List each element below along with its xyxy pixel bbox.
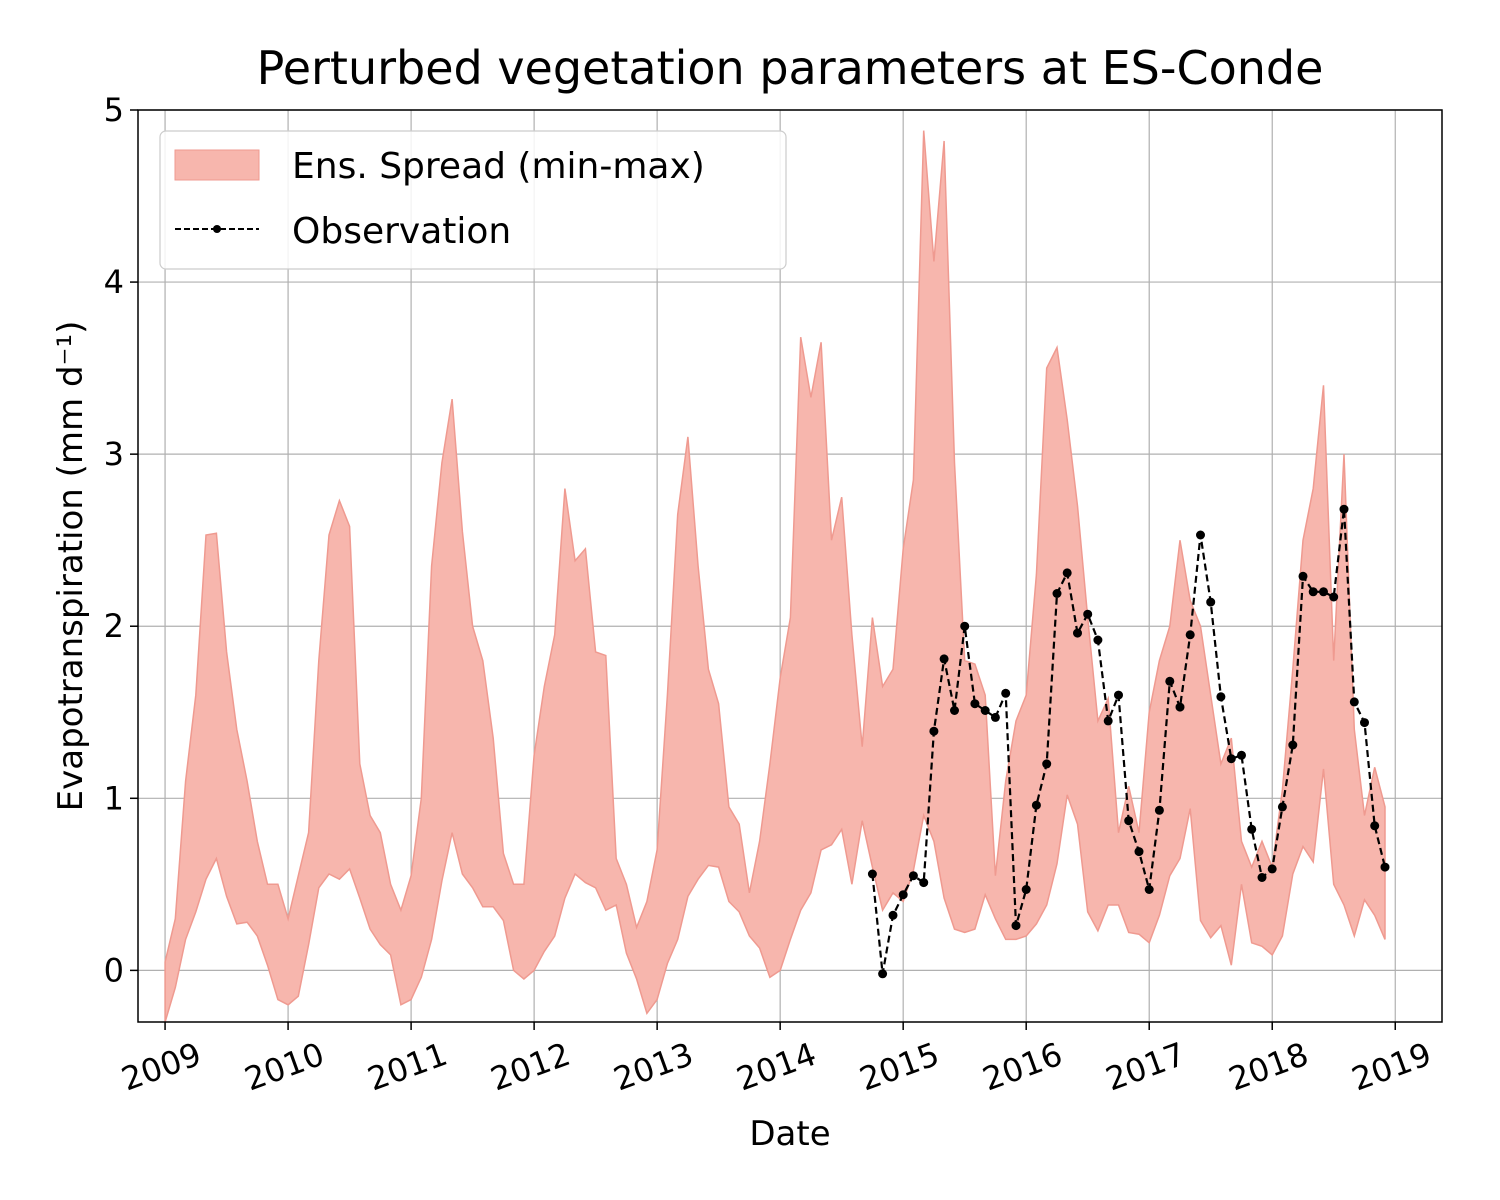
y-tick-label: 5 (104, 91, 124, 129)
y-tick-label: 3 (104, 435, 124, 473)
observation-point (1206, 597, 1216, 607)
observation-point (1103, 716, 1113, 726)
observation-point (1124, 816, 1134, 826)
x-axis: 2009 2010 2011 2012 2013 2014 2015 2016 2017 2018… (117, 1022, 1437, 1099)
observation-point (929, 726, 939, 736)
observation-point (1298, 571, 1308, 581)
observation-point (1308, 587, 1318, 597)
observation-point (980, 706, 990, 715)
x-tick-label: 2012 (486, 1035, 576, 1099)
observation-point (1329, 592, 1339, 602)
observation-point (1185, 630, 1195, 640)
observation-point (1134, 847, 1144, 857)
x-tick-label: 2013 (609, 1035, 699, 1099)
observation-point (1031, 800, 1041, 810)
band-layer (164, 130, 1386, 1023)
observation-point (1093, 635, 1103, 645)
observation-layer (867, 504, 1390, 979)
observation-point (1216, 692, 1226, 702)
x-tick-label: 2009 (117, 1035, 207, 1099)
x-tick-label: 2018 (1224, 1035, 1314, 1099)
legend-label-observation: Observation (292, 211, 511, 252)
observation-point (1267, 864, 1277, 874)
observation-point (1288, 740, 1298, 750)
x-tick-label: 2015 (855, 1035, 945, 1099)
y-axis-label: Evapotranspiration (mm d⁻¹) (51, 321, 91, 812)
legend-label-band: Ens. Spread (min-max) (292, 146, 705, 187)
observation-point (1021, 885, 1031, 894)
observation-point (950, 706, 959, 715)
observation-point (1277, 802, 1287, 812)
observation-point (1154, 805, 1164, 815)
observation-point (888, 910, 898, 920)
observation-point (919, 878, 929, 888)
legend-box (159, 130, 787, 270)
legend: Ens. Spread (min-max) Observation (159, 130, 787, 270)
y-tick-label: 1 (104, 779, 124, 817)
observation-point (1042, 759, 1052, 769)
plot-frame (137, 109, 1443, 1023)
observation-point (1073, 628, 1082, 638)
observation-point (1319, 587, 1328, 597)
observation-point (1370, 821, 1380, 831)
observation-point (1349, 697, 1359, 707)
x-tick-label: 2010 (240, 1035, 330, 1099)
observation-point (1011, 921, 1021, 931)
observation-point (1360, 718, 1369, 728)
observation-point (990, 712, 1000, 722)
observation-point (939, 654, 949, 664)
x-tick-label: 2016 (978, 1035, 1068, 1099)
observation-point (878, 969, 888, 979)
legend-swatch-observation-marker (213, 225, 221, 233)
observation-point (1257, 873, 1267, 882)
observation-point (1196, 530, 1205, 540)
legend-swatch-band (174, 149, 260, 181)
y-tick-label: 2 (104, 607, 124, 645)
observation-point (970, 699, 980, 709)
x-tick-label: 2014 (732, 1035, 822, 1099)
observation-point (1339, 504, 1349, 514)
observation-point (1165, 676, 1175, 686)
observation-point (1237, 750, 1246, 760)
ensemble-spread-band (164, 130, 1386, 1023)
y-tick-label: 0 (104, 951, 124, 989)
observation-point (1052, 589, 1062, 598)
y-tick-label: 4 (104, 263, 124, 301)
chart-title: Perturbed vegetation parameters at ES-Co… (257, 41, 1324, 95)
x-tick-label: 2017 (1101, 1035, 1191, 1099)
x-tick-label: 2011 (363, 1035, 453, 1099)
x-axis-label: Date (749, 1114, 830, 1154)
x-tick-label: 2019 (1347, 1035, 1437, 1099)
observation-point (1062, 568, 1072, 578)
observation-point (1247, 824, 1257, 834)
observation-point (1380, 862, 1390, 872)
observation-point (960, 621, 970, 631)
observation-point (1226, 754, 1236, 764)
observation-point (908, 871, 918, 881)
observation-point (1083, 609, 1093, 619)
observation-point (1144, 885, 1154, 894)
observation-point (1114, 690, 1123, 700)
observation-point (898, 890, 908, 900)
y-axis: 0 1 2 3 4 5 (104, 91, 138, 989)
observation-point (867, 869, 877, 879)
observation-point (1001, 688, 1011, 698)
observation-point (1175, 702, 1185, 712)
